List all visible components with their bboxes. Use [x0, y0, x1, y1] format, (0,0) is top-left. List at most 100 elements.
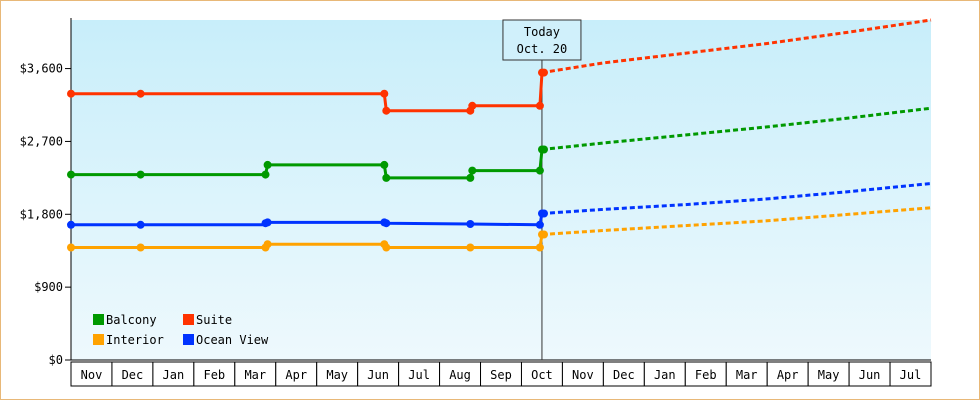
- data-point-interior: [466, 243, 475, 252]
- data-point-balcony: [540, 145, 548, 154]
- x-tick-box: [357, 361, 400, 387]
- x-tick-box: [234, 361, 277, 387]
- data-point-ocean-view: [540, 209, 548, 218]
- x-tick-box: [684, 361, 727, 387]
- data-point-balcony: [136, 170, 145, 179]
- x-tick-box: [766, 361, 809, 387]
- data-point-ocean-view: [136, 220, 145, 229]
- x-tick-label: Feb: [203, 368, 225, 382]
- data-point-suite: [468, 101, 477, 110]
- series-line-suite: [71, 72, 544, 113]
- series-suite: [67, 18, 932, 115]
- data-point-balcony: [67, 170, 75, 179]
- legend: Balcony Suite Interior Ocean View: [93, 313, 269, 347]
- x-tick-box: [480, 361, 522, 387]
- legend-label: Ocean View: [196, 333, 269, 347]
- legend-swatch: [183, 334, 194, 345]
- data-point-balcony: [382, 173, 391, 182]
- x-tick-label: Jan: [654, 368, 676, 382]
- legend-swatch: [93, 334, 104, 345]
- data-point-suite: [382, 106, 391, 115]
- legend-item-interior: Interior: [93, 333, 164, 347]
- x-tick-label: Nov: [572, 368, 594, 382]
- today-box: [502, 19, 582, 61]
- data-point-ocean-view: [535, 220, 544, 229]
- y-tick-label: $2,700: [20, 134, 63, 148]
- x-tick-label: Feb: [695, 368, 717, 382]
- series-forecast-suite: [541, 18, 932, 75]
- data-point-ocean-view: [263, 218, 272, 227]
- x-tick-box: [643, 361, 686, 387]
- data-point-suite: [540, 68, 548, 77]
- series-line-balcony: [71, 149, 544, 180]
- plot-area: [71, 20, 931, 360]
- data-point-suite: [535, 101, 544, 110]
- x-tick-box: [275, 361, 318, 387]
- data-point-balcony: [261, 170, 270, 179]
- series-forecast-ocean-view: [541, 182, 932, 215]
- x-tick-box: [520, 361, 563, 387]
- data-point-interior: [382, 243, 391, 252]
- legend-label: Interior: [106, 333, 164, 347]
- x-tick-box: [602, 361, 645, 387]
- x-tick-box: [848, 361, 891, 387]
- series-ocean-view: [67, 182, 932, 229]
- x-tick-label: Mar: [736, 368, 758, 382]
- x-tick-box: [807, 361, 850, 387]
- series-forecast-interior: [541, 206, 932, 236]
- legend-label: Balcony: [106, 313, 157, 327]
- x-tick-label: Nov: [81, 368, 103, 382]
- x-tick-label: Aug: [449, 368, 471, 382]
- data-point-suite: [380, 89, 389, 98]
- x-tick-label: Apr: [285, 368, 307, 382]
- x-tick-label: Jun: [859, 368, 881, 382]
- legend-swatch: [93, 314, 104, 325]
- x-tick-label: Apr: [777, 368, 799, 382]
- data-point-suite: [136, 89, 145, 98]
- data-point-balcony: [380, 160, 389, 169]
- data-point-balcony: [535, 166, 544, 175]
- x-tick-label: Jul: [408, 368, 430, 382]
- data-point-ocean-view: [67, 220, 75, 229]
- today-marker: Today Oct. 20: [502, 19, 582, 360]
- today-label: Today: [524, 25, 560, 39]
- y-tick-label: $1,800: [20, 207, 63, 221]
- y-tick-label: $0: [49, 353, 63, 367]
- x-tick-label: Dec: [613, 368, 635, 382]
- data-point-interior: [67, 243, 75, 252]
- series-layer: [67, 18, 932, 252]
- x-tick-label: Sep: [490, 368, 512, 382]
- x-tick-box: [889, 361, 932, 387]
- series-interior: [67, 206, 932, 252]
- data-point-interior: [263, 240, 272, 249]
- series-forecast-balcony: [541, 106, 932, 151]
- legend-item-balcony: Balcony: [93, 313, 157, 327]
- x-tick-box: [316, 361, 359, 387]
- x-tick-label: Mar: [244, 368, 266, 382]
- y-tick-label: $900: [34, 280, 63, 294]
- legend-swatch: [183, 314, 194, 325]
- y-tick-label: $3,600: [20, 62, 63, 76]
- series-balcony: [67, 106, 932, 182]
- x-tick-label: Dec: [122, 368, 144, 382]
- x-tick-box: [152, 361, 195, 387]
- data-point-interior: [136, 243, 145, 252]
- today-date-label: Oct. 20: [517, 42, 568, 56]
- data-point-balcony: [466, 173, 475, 182]
- data-point-suite: [67, 89, 75, 98]
- legend-item-suite: Suite: [183, 313, 232, 327]
- data-point-interior: [535, 243, 544, 252]
- x-tick-label: Jul: [900, 368, 922, 382]
- x-tick-label: Jan: [163, 368, 185, 382]
- legend-label: Suite: [196, 313, 232, 327]
- x-tick-label: May: [818, 368, 840, 382]
- axes: $0 $900 $1,800 $2,700 $3,600 Nov Dec Jan Feb Mar A…: [20, 18, 932, 387]
- x-tick-label: May: [326, 368, 348, 382]
- data-point-balcony: [468, 166, 477, 175]
- x-tick-label: Jun: [367, 368, 389, 382]
- x-tick-box: [193, 361, 236, 387]
- x-tick-label: Oct: [531, 368, 553, 382]
- data-point-ocean-view: [466, 220, 475, 228]
- data-point-ocean-view: [382, 219, 391, 228]
